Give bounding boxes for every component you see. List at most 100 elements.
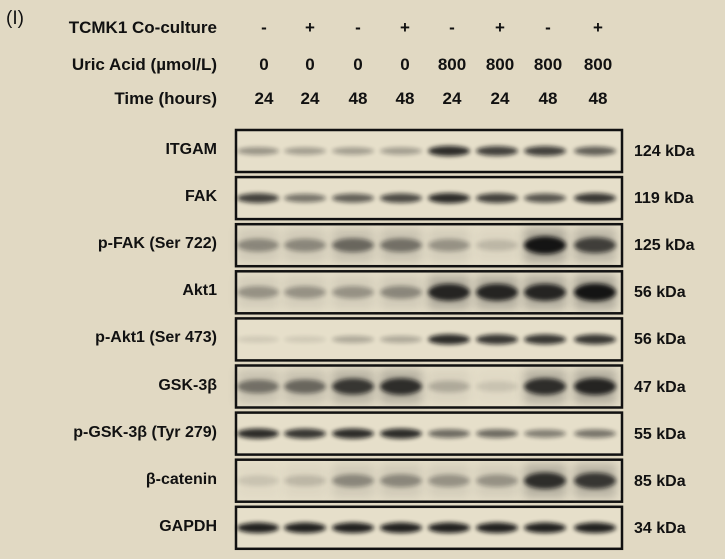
condition-value: 800 (437, 55, 467, 74)
band (332, 335, 374, 344)
condition-value: - (261, 18, 267, 37)
condition-value: + (400, 18, 410, 37)
band (237, 147, 279, 155)
molecular-weight-label: 56 kDa (634, 331, 686, 349)
condition-label: Time (hours) (114, 89, 217, 108)
band (574, 146, 616, 156)
condition-value: 24 (442, 89, 462, 108)
band (476, 522, 518, 534)
band (284, 522, 326, 534)
condition-value: 800 (485, 55, 515, 74)
band (332, 522, 374, 534)
condition-value: 0 (259, 55, 269, 74)
protein-label: GSK-3β (158, 376, 217, 394)
band (332, 474, 374, 488)
condition-value: 48 (538, 89, 558, 108)
molecular-weight-label: 125 kDa (634, 237, 695, 255)
band (380, 428, 422, 439)
band (380, 522, 422, 534)
band (524, 522, 566, 534)
band (524, 146, 566, 156)
band (237, 522, 279, 534)
band (237, 379, 279, 394)
band (332, 193, 374, 203)
condition-label: TCMK1 Co-culture (68, 18, 217, 37)
protein-label: p-FAK (Ser 722) (97, 235, 217, 253)
condition-value: - (545, 18, 551, 37)
condition-value: 24 (254, 89, 274, 108)
band (237, 475, 279, 487)
condition-value: 800 (533, 55, 563, 74)
blot-strip (234, 128, 624, 174)
band (332, 378, 374, 395)
condition-value: 0 (353, 55, 363, 74)
band (476, 429, 518, 438)
blot-strip (234, 458, 624, 503)
band (332, 286, 374, 299)
band (428, 239, 470, 252)
condition-value: + (593, 18, 603, 37)
protein-label: GAPDH (159, 517, 217, 535)
condition-value: 0 (400, 55, 410, 74)
molecular-weight-label: 55 kDa (634, 425, 686, 443)
band (574, 334, 616, 345)
band (524, 472, 566, 489)
band (428, 380, 470, 393)
condition-row: TCMK1 Co-culture - + - + - + - + (0, 18, 725, 42)
molecular-weight-label: 119 kDa (634, 190, 694, 208)
band (237, 238, 279, 252)
band (237, 193, 279, 203)
condition-value: 48 (588, 89, 608, 108)
molecular-weight-label: 47 kDa (634, 378, 686, 396)
molecular-weight-label: 85 kDa (634, 472, 686, 490)
condition-value: - (355, 18, 361, 37)
protein-label: Akt1 (182, 282, 217, 300)
band (332, 238, 374, 253)
molecular-weight-label: 124 kDa (634, 143, 695, 160)
band (380, 193, 422, 203)
band (380, 285, 422, 299)
band (428, 145, 470, 157)
condition-value: + (305, 18, 315, 37)
condition-value: 24 (490, 89, 510, 108)
condition-label: Uric Acid (µmol/L) (71, 55, 217, 74)
condition-value: 48 (348, 89, 368, 108)
band (524, 429, 566, 438)
band (574, 237, 616, 253)
band (524, 378, 566, 395)
band (332, 428, 374, 439)
panel-label: (I) (6, 8, 24, 29)
condition-value: + (495, 18, 505, 37)
band (476, 239, 518, 251)
band (428, 283, 470, 301)
band (237, 286, 279, 299)
band (428, 474, 470, 487)
band (476, 146, 518, 156)
band (428, 192, 470, 204)
band (428, 429, 470, 438)
condition-value: - (449, 18, 455, 37)
condition-value: 800 (583, 55, 613, 74)
band (380, 147, 422, 155)
condition-row: Time (hours) 24 24 48 48 24 24 48 48 (0, 89, 725, 113)
molecular-weight-label: 34 kDa (634, 519, 686, 537)
band (476, 283, 518, 301)
band (574, 283, 616, 302)
band (476, 474, 518, 487)
band (574, 429, 616, 438)
band (524, 236, 566, 254)
band (524, 283, 566, 301)
blot-strip (234, 175, 624, 221)
band (284, 475, 326, 487)
band (380, 238, 422, 252)
protein-label: β-catenin (145, 470, 217, 488)
band (284, 428, 326, 439)
band (237, 336, 279, 343)
band (284, 147, 326, 155)
band (284, 238, 326, 252)
band (237, 428, 279, 439)
band (476, 193, 518, 203)
band (574, 378, 616, 395)
band (284, 193, 326, 203)
